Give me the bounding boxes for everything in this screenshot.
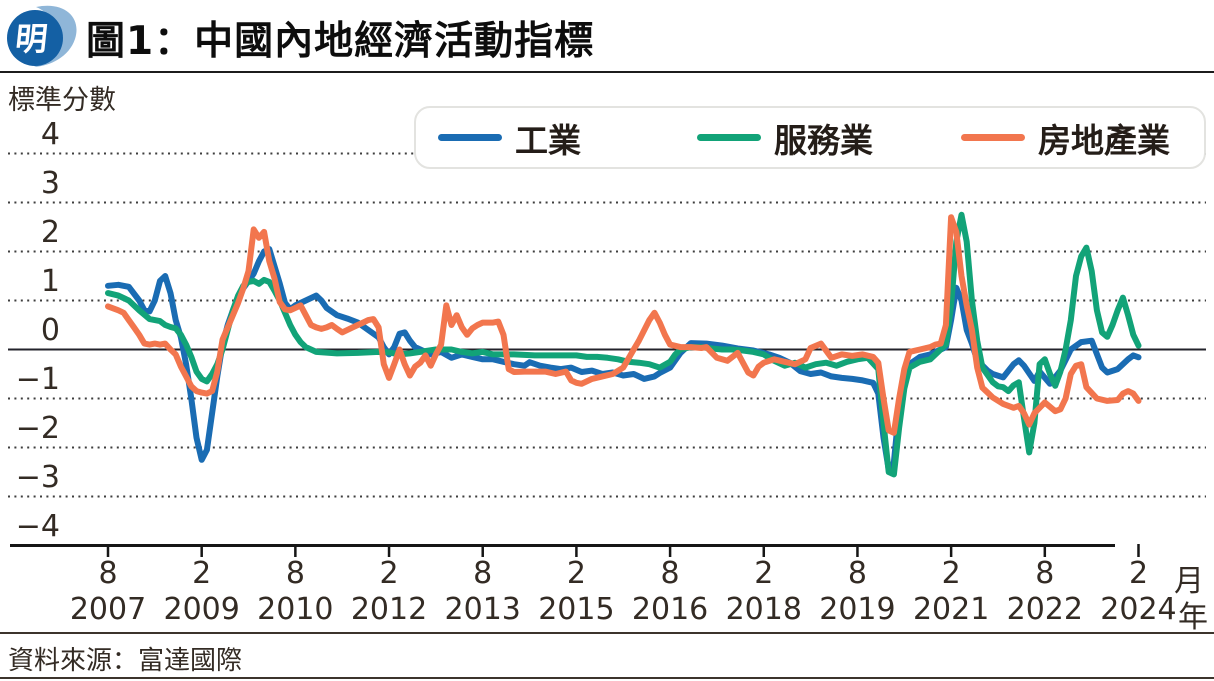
services-line-swatch <box>697 134 761 141</box>
legend-label-realestate: 房地產業 <box>1038 120 1170 160</box>
header-divider <box>0 71 1214 73</box>
x-month-label-2009: 2 <box>192 556 212 591</box>
x-axis-year-suffix: 年 <box>1178 600 1208 635</box>
x-year-label-2012: 2012 <box>350 592 428 627</box>
y-tick-label--1: −1 <box>15 361 60 397</box>
legend-label-services: 服務業 <box>774 120 873 160</box>
realestate-line-swatch <box>961 134 1025 141</box>
y-tick-label-0: 0 <box>40 312 60 348</box>
x-year-label-2019: 2019 <box>819 592 896 627</box>
figure-header: 明 圖1：中國內地經濟活動指標 <box>0 0 1214 71</box>
mingpao-logo-icon: 明 <box>7 5 77 68</box>
x-year-label-2010: 2010 <box>257 592 334 627</box>
x-year-label-2022: 2022 <box>1006 592 1083 627</box>
y-tick-label--3: −3 <box>15 459 60 495</box>
y-tick-label--2: −2 <box>15 410 60 446</box>
figure-title: 圖1：中國內地經濟活動指標 <box>86 19 595 64</box>
x-month-label-2010: 8 <box>285 556 305 591</box>
source-divider-top <box>0 632 1214 634</box>
x-year-label-2013: 2013 <box>444 592 521 627</box>
x-month-label-2013: 8 <box>473 556 493 591</box>
x-month-label-2018: 2 <box>754 556 774 591</box>
legend-item-services: 服務業 <box>697 114 873 162</box>
realestate-line <box>105 214 1142 436</box>
x-year-label-2007: 2007 <box>69 592 147 627</box>
industry-line-swatch <box>438 134 502 141</box>
legend-item-realestate: 房地產業 <box>961 114 1170 162</box>
x-month-label-2024: 2 <box>1128 556 1149 591</box>
legend-label-industry: 工業 <box>515 120 581 160</box>
source-text: 資料來源：富達國際 <box>8 646 243 676</box>
x-month-label-2019: 8 <box>847 556 867 591</box>
x-year-label-2021: 2021 <box>912 592 990 627</box>
source-divider-bottom <box>0 677 1214 679</box>
x-year-label-2024: 2024 <box>1100 592 1177 627</box>
x-axis-month-suffix: 月 <box>1174 564 1204 599</box>
legend-item-industry: 工業 <box>438 114 581 162</box>
y-axis-unit-label: 標準分數 <box>8 85 116 116</box>
x-month-label-2015: 2 <box>566 556 586 591</box>
x-month-label-2022: 8 <box>1035 556 1055 591</box>
y-tick-label-4: 4 <box>40 116 60 152</box>
x-month-label-2016: 8 <box>660 556 680 591</box>
x-month-label-2012: 2 <box>379 556 399 591</box>
legend: 工業 服務業 房地產業 <box>414 106 1206 169</box>
x-month-label-2007: 8 <box>98 556 118 591</box>
y-tick-label-3: 3 <box>40 165 60 201</box>
y-tick-label-2: 2 <box>40 214 60 250</box>
x-month-label-2021: 2 <box>941 556 961 591</box>
x-year-label-2015: 2015 <box>538 592 615 627</box>
y-tick-label--4: −4 <box>15 508 60 544</box>
x-year-label-2018: 2018 <box>725 592 802 627</box>
y-tick-label-1: 1 <box>40 263 60 299</box>
x-year-label-2009: 2009 <box>163 592 240 627</box>
x-year-label-2016: 2016 <box>631 592 709 627</box>
logo-glyph: 明 <box>13 20 49 58</box>
